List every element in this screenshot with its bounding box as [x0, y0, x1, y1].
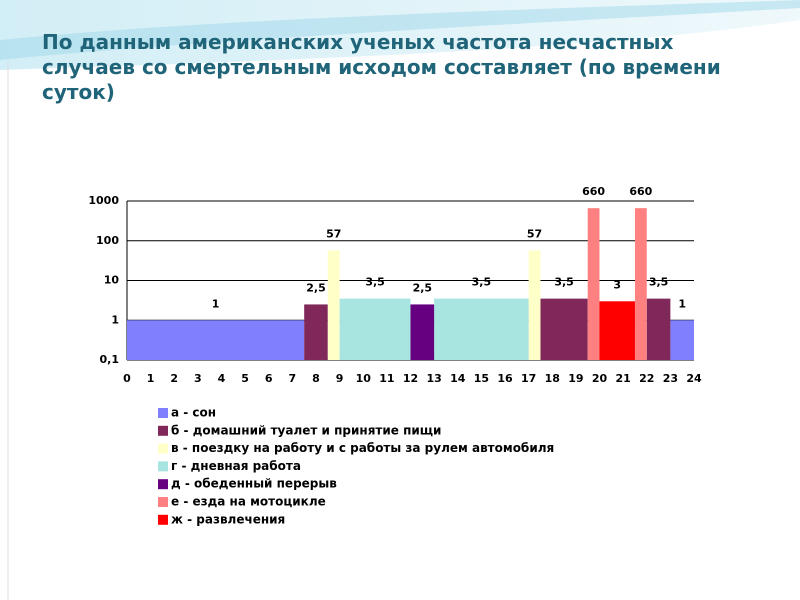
legend-swatch [158, 514, 168, 525]
x-tick-label: 2 [170, 372, 178, 385]
value-label: 3,5 [472, 276, 492, 289]
x-tick-label: 9 [336, 372, 344, 385]
x-tick-label: 11 [379, 372, 394, 385]
legend-label: а - сон [171, 406, 216, 420]
bar [634, 208, 647, 360]
bar [327, 250, 340, 360]
x-tick-label: 5 [241, 372, 249, 385]
legend-swatch [158, 408, 168, 418]
x-tick-label: 14 [450, 372, 466, 385]
value-label: 660 [582, 185, 605, 198]
bar [304, 304, 328, 360]
x-tick-label: 1 [147, 372, 155, 385]
decor [0, 0, 800, 60]
value-label: 57 [326, 227, 341, 240]
value-label: 2,5 [306, 281, 326, 294]
bar [540, 298, 588, 360]
x-tick-label: 17 [521, 372, 536, 385]
y-tick-label: 0,1 [100, 353, 120, 366]
x-tick-label: 8 [312, 372, 320, 385]
x-tick-label: 24 [686, 372, 702, 385]
x-tick-label: 15 [474, 372, 489, 385]
bar [434, 298, 529, 360]
x-tick-label: 3 [194, 372, 202, 385]
bar [670, 320, 694, 360]
legend-label: г - дневная работа [171, 459, 301, 473]
bar [599, 301, 635, 360]
x-tick-label: 4 [218, 372, 226, 385]
value-label: 1 [678, 297, 686, 310]
x-tick-label: 10 [356, 372, 372, 385]
x-tick-label: 18 [545, 372, 560, 385]
y-tick-label: 10 [104, 274, 120, 287]
x-tick-label: 23 [663, 372, 678, 385]
value-label: 3 [613, 278, 621, 291]
y-tick-label: 1000 [88, 194, 119, 207]
bar [528, 250, 541, 360]
legend-label: в - поездку на работу и с работы за руле… [171, 441, 554, 455]
legend-swatch [158, 497, 168, 507]
x-tick-label: 13 [426, 372, 441, 385]
legend-label: ж - развлечения [171, 512, 285, 526]
y-tick-label: 1 [111, 313, 119, 326]
bar [410, 304, 435, 360]
y-tick-label: 100 [96, 234, 119, 247]
legend-swatch [158, 461, 168, 472]
value-label: 1 [212, 297, 220, 310]
x-tick-label: 0 [123, 372, 131, 385]
value-label: 3,5 [554, 276, 574, 289]
value-label: 660 [629, 185, 652, 198]
x-tick-label: 19 [568, 372, 583, 385]
x-tick-label: 21 [615, 372, 630, 385]
value-label: 3,5 [365, 276, 385, 289]
value-label: 2,5 [413, 281, 433, 294]
x-tick-label: 22 [639, 372, 654, 385]
x-tick-label: 6 [265, 372, 273, 385]
value-label: 57 [527, 227, 542, 240]
slide-title: По данным американских ученых частота не… [42, 30, 721, 104]
legend-swatch [158, 443, 168, 454]
bar [646, 298, 671, 360]
bar [587, 208, 600, 360]
x-tick-label: 7 [289, 372, 297, 385]
x-tick-label: 16 [497, 372, 513, 385]
x-tick-label: 12 [403, 372, 418, 385]
bar [127, 320, 305, 360]
x-tick-label: 20 [592, 372, 608, 385]
legend-swatch [158, 425, 168, 436]
legend-label: е - езда на мотоцикле [171, 495, 326, 509]
legend-swatch [158, 479, 168, 490]
value-label: 3,5 [649, 276, 669, 289]
legend-label: б - домашний туалет и принятие пищи [171, 423, 441, 437]
legend-label: д - обеденный перерыв [171, 477, 337, 491]
bar [339, 298, 411, 360]
